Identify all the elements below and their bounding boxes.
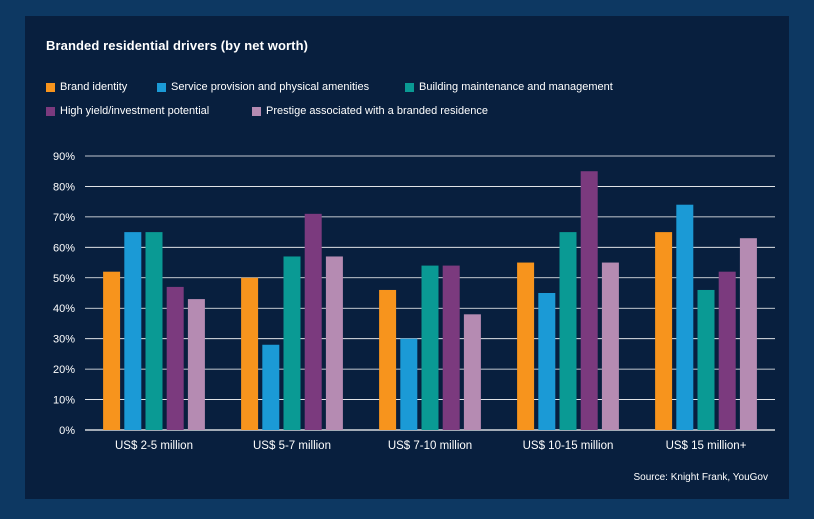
legend-label: Brand identity (60, 81, 128, 93)
y-tick-label: 10% (53, 395, 75, 407)
y-tick-label: 0% (59, 425, 75, 437)
bar (145, 232, 163, 430)
bar (697, 289, 715, 430)
legend-swatch (252, 106, 261, 116)
chart-title: Branded residential drivers (by net wort… (46, 38, 309, 53)
y-tick-label: 80% (53, 181, 75, 193)
bar (655, 232, 673, 430)
source-note: Source: Knight Frank, YouGov (633, 472, 768, 483)
bar (124, 232, 142, 430)
y-tick-label: 90% (53, 151, 75, 163)
legend-label: Service provision and physical amenities (171, 81, 370, 93)
bar (559, 232, 577, 430)
legend-label: Building maintenance and management (419, 81, 613, 93)
legend-item-prestige: Prestige associated with a branded resid… (252, 105, 488, 117)
legend-swatch (46, 106, 55, 116)
bar (400, 338, 418, 430)
bar (379, 289, 397, 430)
bar (718, 271, 736, 430)
bar (325, 256, 343, 430)
bar (676, 204, 694, 430)
x-tick-label: US$ 2-5 million (115, 440, 193, 452)
bar (166, 286, 184, 430)
bar (517, 262, 535, 430)
legend-label: High yield/investment potential (60, 105, 210, 117)
bar-chart: 90% 80% 70% 60% 50% 40% 30% 20% 10% 0% US$ 2-5 mil… (53, 151, 775, 452)
bar (739, 238, 757, 430)
x-tick-label: US$ 10-15 million (523, 440, 614, 452)
bar (283, 256, 301, 430)
legend-swatch (46, 82, 55, 92)
legend-item-brand-identity: Brand identity (46, 81, 127, 93)
bar (538, 293, 556, 430)
bar (262, 344, 280, 430)
legend-item-service-provision: Service provision and physical amenities (157, 81, 369, 93)
chart-panel: Branded residential drivers (by net wort… (25, 16, 789, 499)
y-tick-label: 50% (53, 273, 75, 285)
legend-item-building-maintenance: Building maintenance and management (405, 81, 613, 93)
legend-swatch (405, 82, 414, 92)
bar (241, 277, 259, 430)
bar (442, 265, 460, 430)
y-tick-label: 40% (53, 303, 75, 315)
legend-label: Prestige associated with a branded resid… (266, 105, 488, 117)
x-tick-label: US$ 15 million+ (666, 440, 747, 452)
bar (580, 171, 598, 430)
y-tick-label: 70% (53, 212, 75, 224)
bar (304, 213, 322, 430)
y-tick-label: 30% (53, 334, 75, 346)
x-tick-label: US$ 7-10 million (388, 440, 472, 452)
bar (187, 299, 205, 430)
legend-swatch (157, 82, 166, 92)
y-tick-label: 20% (53, 364, 75, 376)
bar (103, 271, 121, 430)
bar (601, 262, 619, 430)
legend-item-high-yield: High yield/investment potential (46, 105, 209, 117)
x-tick-label: US$ 5-7 million (253, 440, 331, 452)
y-tick-label: 60% (53, 242, 75, 254)
bar (421, 265, 439, 430)
bar (463, 314, 481, 430)
